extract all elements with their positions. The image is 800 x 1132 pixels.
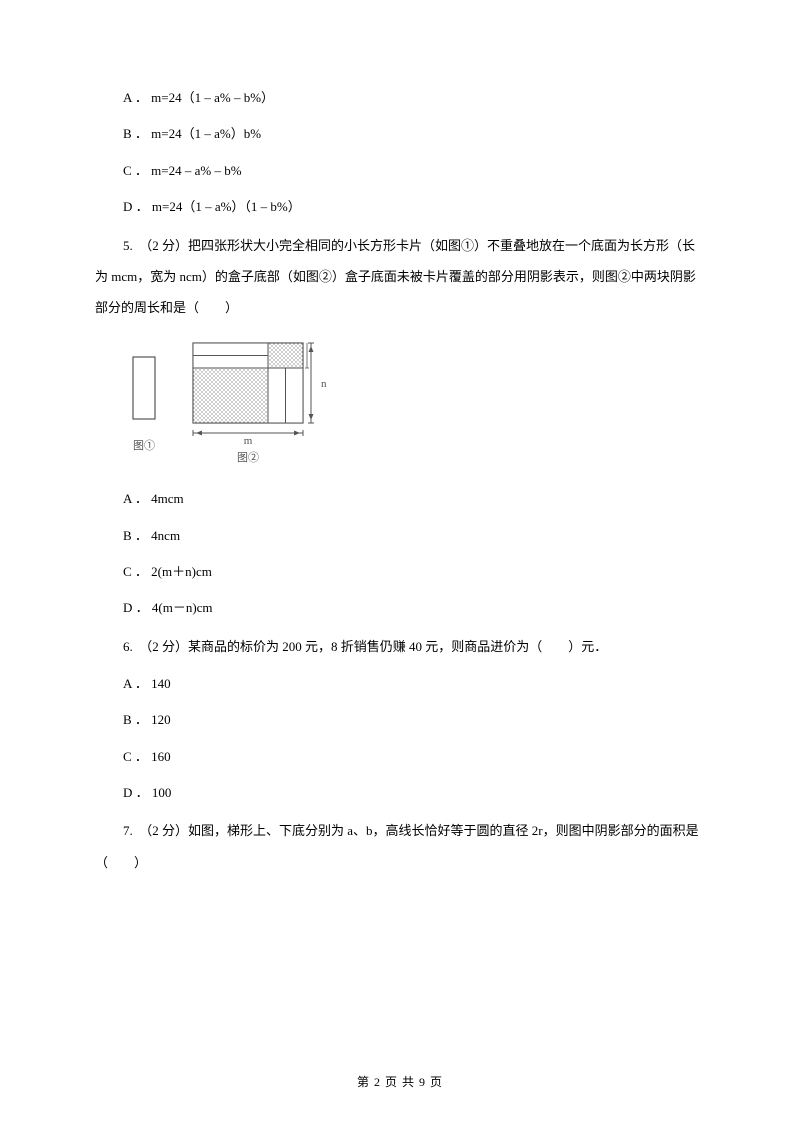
q5-option-d: D ． 4(m－n)cm xyxy=(95,590,705,626)
option-c: C ． m=24 – a% – b% xyxy=(95,153,705,189)
fig-label-2: 图② xyxy=(237,451,259,464)
page-content: A ． m=24（1 – a% – b%） B ． m=24（1 – a%）b%… xyxy=(0,0,800,932)
option-a: A ． m=24（1 – a% – b%） xyxy=(95,80,705,116)
q6-option-b: B ． 120 xyxy=(95,702,705,738)
question-6: 6. （2 分）某商品的标价为 200 元，8 折销售仍赚 40 元，则商品进价… xyxy=(95,631,705,662)
option-b: B ． m=24（1 – a%）b% xyxy=(95,116,705,152)
q5-option-c: C ． 2(m＋n)cm xyxy=(95,554,705,590)
option-d: D ． m=24（1 – a%）（1 – b%） xyxy=(95,189,705,225)
page-footer: 第 2 页 共 9 页 xyxy=(0,1073,800,1090)
q6-option-c: C ． 160 xyxy=(95,739,705,775)
fig-label-1: 图① xyxy=(133,439,155,452)
q6-option-d: D ． 100 xyxy=(95,775,705,811)
fig-dim-n: n xyxy=(321,378,327,390)
q6-option-a: A ． 140 xyxy=(95,666,705,702)
question-5: 5. （2 分）把四张形状大小完全相同的小长方形卡片（如图①）不重叠地放在一个底… xyxy=(95,230,705,324)
q5-option-a: A ． 4mcm xyxy=(95,481,705,517)
figure-q5: 图① n xyxy=(123,337,705,467)
question-7: 7. （2 分）如图，梯形上、下底分别为 a、b，高线长恰好等于圆的直径 2r，… xyxy=(95,815,705,877)
q5-option-b: B ． 4ncm xyxy=(95,518,705,554)
fig-dim-m: m xyxy=(244,435,253,447)
